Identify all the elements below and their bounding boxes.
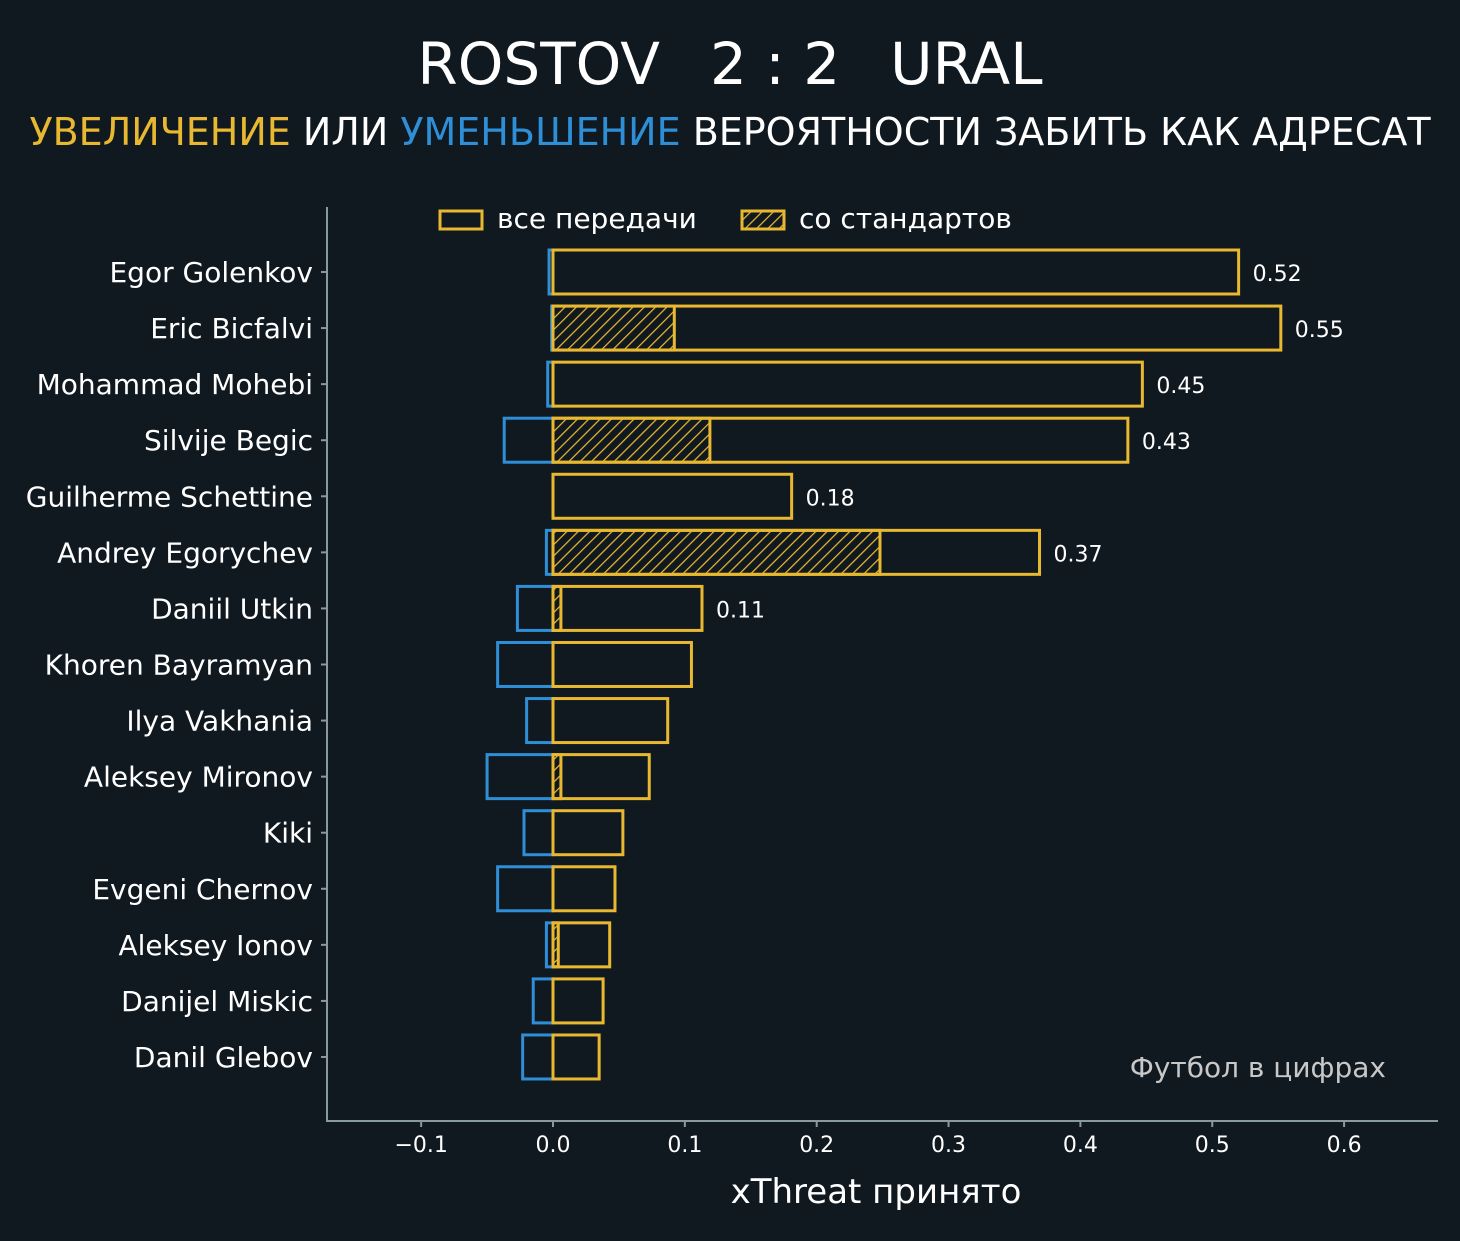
player-label: Andrey Egorychev — [57, 536, 313, 569]
bar-negative — [515, 584, 555, 632]
bar-all-passes — [551, 865, 617, 913]
bar-set-pieces — [551, 528, 882, 576]
player-label: Kiki — [263, 817, 313, 850]
bar-all-passes — [551, 304, 1283, 352]
legend-label-all-passes: все передачи — [497, 202, 697, 235]
x-ticks: −0.1 0.0 0.1 0.2 0.3 0.4 0.5 0.6 — [394, 1121, 1362, 1158]
player-label: Evgeni Chernov — [92, 873, 313, 906]
bar-negative — [531, 977, 555, 1025]
bar-all-passes — [551, 360, 1144, 408]
bar-value-label: 0.55 — [1295, 318, 1344, 343]
bar-negative — [521, 1033, 555, 1081]
bar-all-passes — [551, 1033, 601, 1081]
bar-set-pieces — [551, 416, 712, 464]
bars: 0.52 0.55 0.45 0.43 0.18 0.37 0.11 — [485, 248, 1344, 1081]
player-label: Danijel Miskic — [121, 985, 313, 1018]
bar-all-passes — [551, 921, 612, 969]
player-label: Daniil Utkin — [151, 592, 313, 625]
bar-value-label: 0.37 — [1054, 542, 1103, 567]
y-ticks: Egor Golenkov Eric Bicfalvi Mohammad Moheb… — [26, 256, 327, 1074]
subtitle-rest: ВЕРОЯТНОСТИ ЗАБИТЬ КАК АДРЕСАТ — [681, 110, 1432, 154]
player-label: Eric Bicfalvi — [150, 312, 313, 345]
bar-negative — [522, 809, 555, 857]
bar-all-passes — [551, 416, 1130, 464]
bar-value-label: 0.18 — [806, 486, 855, 511]
player-label: Ilya Vakhania — [126, 705, 313, 738]
x-tick-label: 0.3 — [931, 1133, 966, 1158]
bar-value-label: 0.45 — [1156, 374, 1205, 399]
bar-negative — [502, 416, 555, 464]
player-label: Danil Glebov — [134, 1041, 313, 1074]
bar-all-passes — [551, 584, 704, 632]
x-tick-label: 0.1 — [667, 1133, 702, 1158]
legend-swatch-all-passes — [438, 209, 484, 231]
legend-swatch-set-pieces — [740, 209, 786, 231]
bar-all-passes — [551, 248, 1241, 296]
bar-negative — [485, 753, 555, 801]
x-tick-label: 0.6 — [1327, 1133, 1362, 1158]
player-label: Aleksey Ionov — [119, 929, 314, 962]
bar-all-passes — [551, 977, 605, 1025]
subtitle-increase: УВЕЛИЧЕНИЕ — [29, 110, 290, 154]
bar-set-pieces — [551, 304, 676, 352]
bar-all-passes — [551, 472, 794, 520]
bar-value-label: 0.11 — [716, 598, 765, 623]
player-label: Khoren Bayramyan — [45, 648, 313, 681]
x-tick-label: 0.2 — [799, 1133, 834, 1158]
bar-all-passes — [551, 528, 1042, 576]
bar-negative — [525, 697, 555, 745]
bar-all-passes — [551, 809, 625, 857]
x-tick-label: 0.5 — [1195, 1133, 1230, 1158]
subtitle-decrease: УМЕНЬШЕНИЕ — [400, 110, 680, 154]
player-label: Egor Golenkov — [109, 256, 313, 289]
bar-value-label: 0.43 — [1142, 430, 1191, 455]
player-label: Guilherme Schettine — [26, 480, 313, 513]
bar-negative — [496, 865, 555, 913]
home-team: ROSTOV — [417, 30, 660, 98]
player-label: Silvije Begic — [144, 424, 313, 457]
player-label: Mohammad Mohebi — [37, 368, 313, 401]
bar-value-label: 0.52 — [1253, 262, 1302, 287]
bar-negative — [496, 640, 555, 688]
subtitle-or: ИЛИ — [291, 110, 401, 154]
bar-all-passes — [551, 753, 651, 801]
x-axis-label: xThreat принято — [731, 1172, 1022, 1212]
bar-all-passes — [551, 697, 670, 745]
chart-subtitle: УВЕЛИЧЕНИЕ ИЛИ УМЕНЬШЕНИЕ ВЕРОЯТНОСТИ ЗА… — [29, 110, 1431, 154]
player-label: Aleksey Mironov — [84, 761, 313, 794]
x-tick-label: 0.4 — [1063, 1133, 1098, 1158]
watermark: Футбол в цифрах — [1130, 1051, 1386, 1084]
away-team: URAL — [890, 30, 1042, 98]
chart-title: ROSTOV 2 : 2 URAL — [417, 30, 1042, 98]
match-score: 2 : 2 — [710, 30, 840, 98]
x-tick-label: 0.0 — [536, 1133, 571, 1158]
legend: все передачи со стандартов — [438, 202, 1012, 235]
bar-all-passes — [551, 640, 693, 688]
x-tick-label: −0.1 — [394, 1133, 447, 1158]
legend-label-set-pieces: со стандартов — [799, 202, 1012, 235]
